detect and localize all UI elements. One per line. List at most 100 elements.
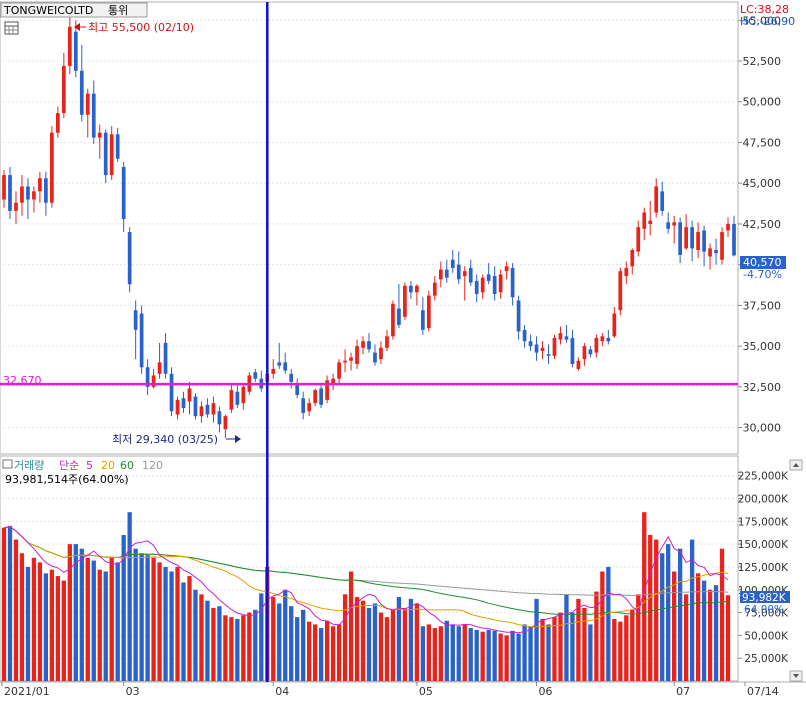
- candle-body: [564, 336, 569, 340]
- volume-tick-label: 175,000K: [738, 516, 789, 528]
- volume-bar: [450, 624, 455, 681]
- volume-bar: [289, 606, 294, 681]
- volume-bar: [713, 585, 719, 681]
- volume-bar: [354, 597, 360, 681]
- ma5-label: 5: [86, 459, 93, 472]
- volume-bar: [103, 571, 108, 681]
- lc-label: LC:38,28: [740, 3, 789, 16]
- candle-body: [600, 336, 605, 342]
- candle-body: [343, 360, 347, 363]
- volume-bar: [372, 603, 378, 681]
- volume-bar: [115, 562, 120, 681]
- volume-bar: [157, 562, 162, 681]
- x-tick-label: 2021/01: [4, 685, 50, 698]
- last-volume-pct: 64.00%: [744, 604, 784, 616]
- volume-bar: [336, 624, 342, 681]
- candle-body: [588, 349, 593, 355]
- candle-body: [337, 362, 341, 379]
- calendar-icon[interactable]: [4, 21, 19, 35]
- volume-bar: [7, 525, 13, 681]
- currency-label: 통위: [108, 4, 128, 17]
- candle-body: [444, 269, 449, 278]
- candle-body: [534, 344, 539, 353]
- candle-body: [666, 222, 671, 229]
- symbol-box[interactable]: TONGWEICOLTD 통위: [0, 2, 148, 18]
- volume-bar: [390, 609, 396, 681]
- candle-body: [271, 368, 276, 374]
- volume-bar: [31, 557, 37, 681]
- candle-body: [331, 378, 335, 384]
- volume-bar: [330, 626, 336, 681]
- volume-bar: [528, 626, 533, 681]
- candle-body: [582, 346, 587, 360]
- scroll-down-button[interactable]: [789, 670, 803, 682]
- candle-body: [283, 362, 288, 371]
- volume-bar: [318, 628, 324, 681]
- volume-bar: [139, 553, 144, 681]
- volume-bar: [606, 566, 611, 681]
- candle-body: [55, 113, 60, 133]
- volume-bar: [301, 609, 306, 681]
- candle-body: [702, 230, 706, 252]
- price-tick-label: 50,000: [743, 96, 782, 109]
- candle-body: [295, 385, 300, 395]
- candle-body: [432, 282, 437, 296]
- x-tick-label: 05: [419, 685, 433, 698]
- volume-bar: [109, 557, 114, 681]
- volume-bar: [133, 548, 138, 681]
- candle-body: [97, 132, 102, 138]
- low-label: 최저 29,340 (03/25): [112, 433, 218, 446]
- volume-bar: [277, 603, 282, 681]
- volume-axis: 25,000K50,000K75,000K100,000K125,000K150…: [738, 471, 789, 666]
- volume-bar: [307, 621, 312, 681]
- candle-body: [498, 274, 503, 293]
- last-volume-tag: 93,982K 64.00%: [740, 591, 790, 616]
- candle-body: [474, 280, 479, 294]
- volume-bar: [492, 630, 497, 681]
- candle-body: [708, 248, 712, 257]
- candle-body: [391, 303, 395, 337]
- x-tick-label: 03: [126, 685, 140, 698]
- candle-body: [648, 220, 653, 224]
- candle-body: [32, 191, 36, 200]
- volume-panel: 25,000K50,000K75,000K100,000K125,000K150…: [0, 455, 789, 682]
- volume-bar: [432, 628, 437, 681]
- candle-body: [367, 341, 371, 350]
- volume-bar: [169, 571, 174, 681]
- volume-tick-label: 125,000K: [738, 562, 789, 574]
- volume-bar: [235, 618, 240, 681]
- candle-body: [576, 360, 581, 369]
- volume-bar: [121, 535, 126, 681]
- candle-body: [397, 308, 401, 325]
- x-tick-label: 06: [539, 685, 553, 698]
- volume-bar: [480, 631, 485, 681]
- volume-bar: [211, 608, 216, 681]
- candle-body: [241, 386, 246, 404]
- volume-bar: [594, 591, 599, 681]
- candle-body: [528, 341, 533, 347]
- candle-body: [73, 31, 78, 71]
- volume-bar: [217, 606, 222, 681]
- candle-body: [115, 134, 120, 159]
- price-panel: 30,00032,50035,00037,50040,00042,50045,0…: [0, 1, 782, 455]
- volume-bar: [660, 553, 665, 681]
- volume-bar: [414, 603, 420, 681]
- candle-body: [109, 134, 114, 176]
- volume-bar: [25, 566, 31, 681]
- volume-bar: [648, 535, 653, 681]
- candle-body: [127, 232, 132, 285]
- volume-tick-label: 75,000K: [744, 608, 789, 620]
- volume-bar: [205, 600, 210, 681]
- candle-body: [163, 342, 168, 374]
- candle-body: [319, 388, 323, 405]
- volume-bar: [516, 633, 521, 681]
- volume-bar: [444, 620, 449, 681]
- volume-bar: [564, 594, 569, 681]
- volume-bar: [600, 571, 605, 681]
- volume-bar: [360, 600, 366, 681]
- scroll-up-button[interactable]: [789, 459, 803, 471]
- volume-bar: [49, 569, 55, 681]
- volume-bar: [73, 544, 78, 681]
